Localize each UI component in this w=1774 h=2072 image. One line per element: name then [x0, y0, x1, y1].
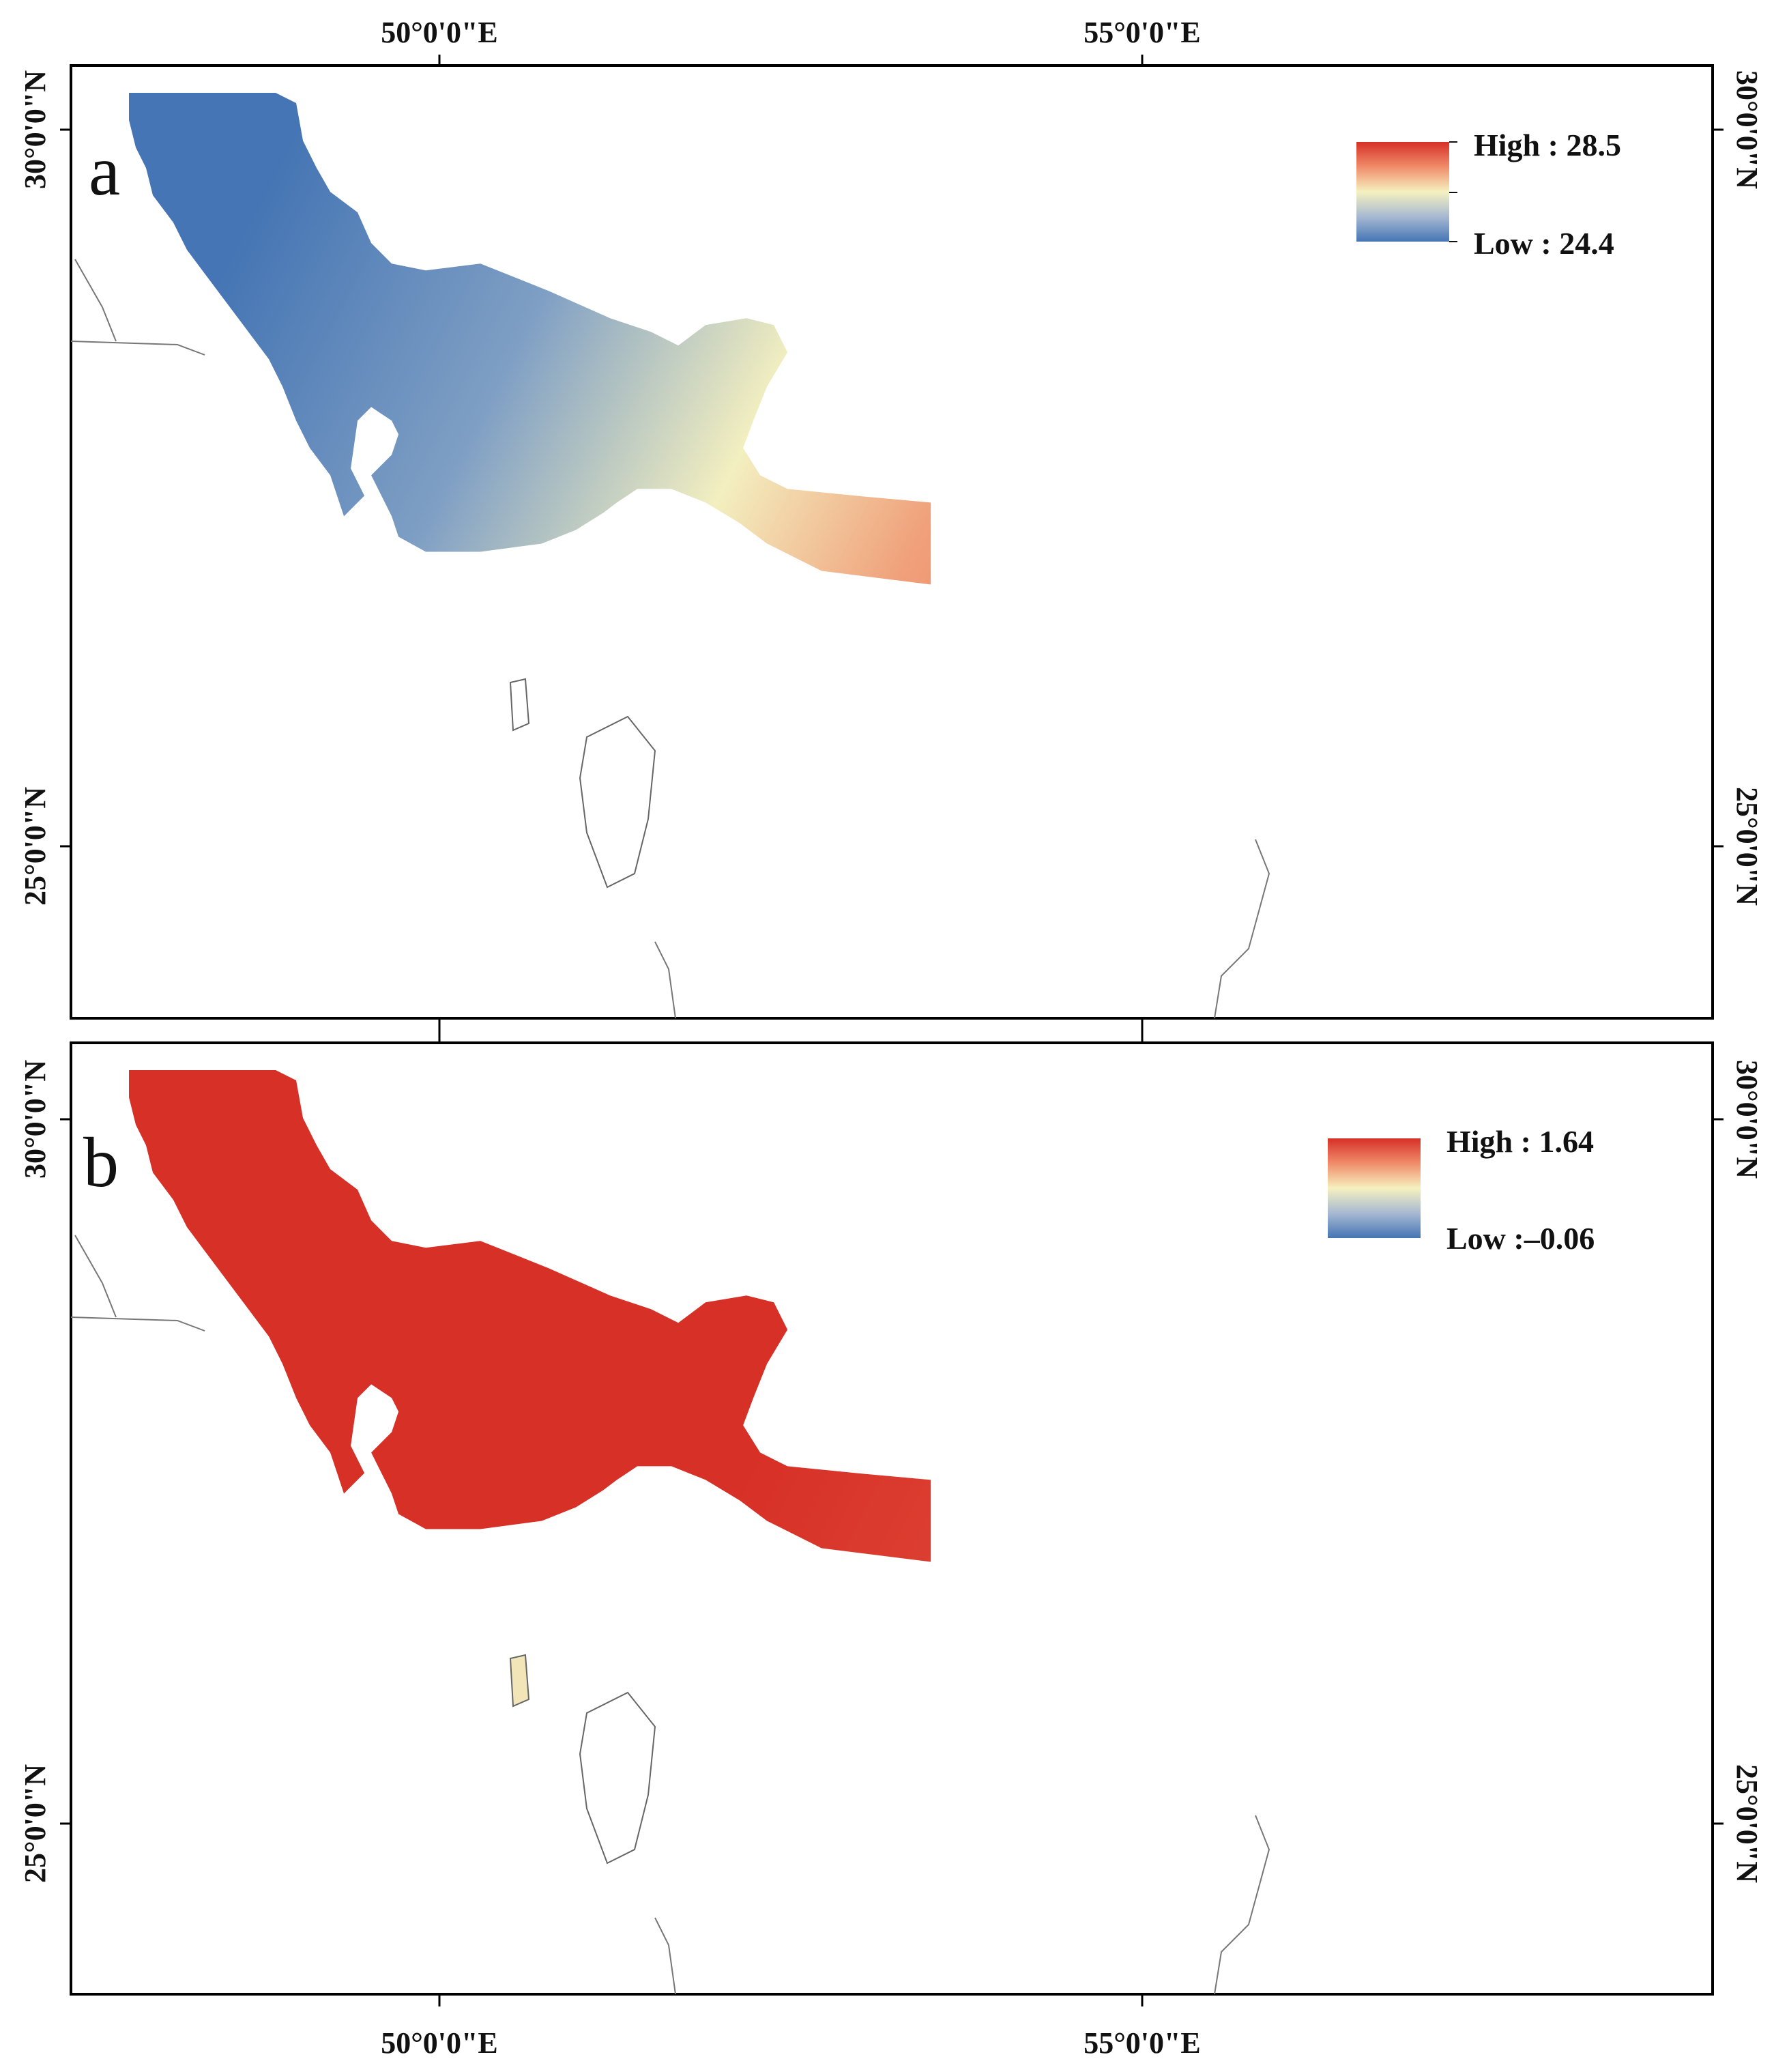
panel-b-legend-high: High : 1.64: [1446, 1124, 1594, 1159]
lat-a-right-30: 30°0'0"N: [1730, 70, 1764, 189]
panel-a-qatar: [579, 715, 656, 889]
panel-a-borders: [70, 259, 1270, 1019]
panel-b-legend-low: Low :–0.06: [1446, 1221, 1595, 1256]
lat-b-left-30: 30°0'0"N: [18, 1060, 52, 1179]
lat-a-right-25: 25°0'0"N: [1730, 787, 1764, 906]
lat-b-right-30: 30°0'0"N: [1730, 1060, 1764, 1179]
tick-marks: [60, 55, 1724, 2006]
top-lon-55: 55°0'0"E: [1084, 16, 1201, 49]
panel-b: b High : 1.64 Low :–0.06: [70, 1041, 1714, 1996]
panel-a-bahrain: [509, 678, 530, 732]
top-lon-50: 50°0'0"E: [381, 16, 498, 49]
panel-b-legend-ramp: [1328, 1138, 1421, 1238]
lat-a-left-30: 30°0'0"N: [18, 70, 52, 189]
bottom-lon-55: 55°0'0"E: [1084, 2026, 1201, 2060]
panel-a-legend-low: Low : 24.4: [1474, 226, 1614, 261]
panel-b-legend: High : 1.64 Low :–0.06: [1328, 1124, 1595, 1256]
lat-a-left-25: 25°0'0"N: [18, 787, 52, 906]
lat-b-right-25: 25°0'0"N: [1730, 1764, 1764, 1883]
panel-b-borders: [70, 1235, 1270, 1995]
bottom-lon-50: 50°0'0"E: [381, 2026, 498, 2060]
panel-a-legend-high: High : 28.5: [1474, 128, 1621, 162]
panel-a: a High : 28.5 Low : 24.4: [70, 64, 1714, 1020]
panel-b-qatar: [579, 1691, 656, 1865]
lat-b-left-25: 25°0'0"N: [18, 1764, 52, 1883]
panel-a-legend-ramp: [1356, 142, 1449, 242]
panel-a-letter: a: [89, 132, 120, 210]
panel-b-bahrain: [509, 1654, 530, 1708]
panel-b-letter: b: [83, 1123, 119, 1202]
panel-a-legend: High : 28.5 Low : 24.4: [1356, 128, 1621, 261]
